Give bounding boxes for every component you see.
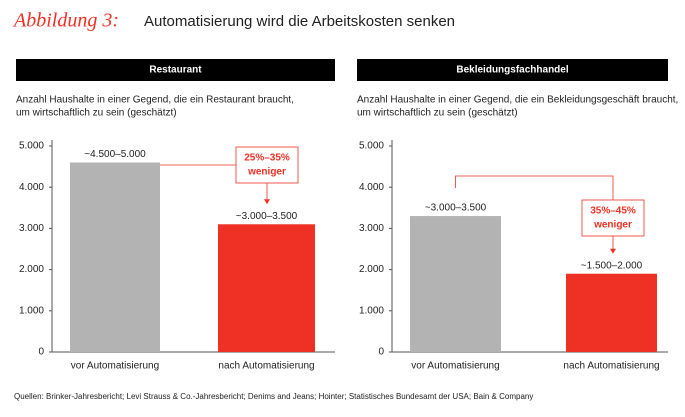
source: Quellen: Brinker-Jahresbericht; Levi Str… bbox=[14, 392, 533, 401]
bar bbox=[410, 216, 501, 352]
y-tick-label: 3.000 bbox=[19, 223, 44, 234]
x-tick-label: nach Automatisierung bbox=[563, 361, 659, 372]
figure-label: Abbildung 3: bbox=[12, 10, 119, 32]
panel-subtitle: um wirtschaftlich zu sein (geschätzt) bbox=[357, 108, 518, 119]
x-tick-label: nach Automatisierung bbox=[218, 361, 314, 372]
y-tick-label: 4.000 bbox=[19, 182, 44, 193]
panel-title: Restaurant bbox=[149, 65, 202, 76]
y-tick-label: 3.000 bbox=[359, 223, 384, 234]
y-tick-label: 5.000 bbox=[19, 141, 44, 152]
panel-subtitle: Anzahl Haushalte in einer Gegend, die ei… bbox=[357, 95, 678, 106]
y-tick-label: 5.000 bbox=[359, 141, 384, 152]
y-tick-label: 2.000 bbox=[359, 264, 384, 275]
figure-title: Automatisierung wird die Arbeitskosten s… bbox=[144, 13, 455, 30]
value-label: ~3.000–3.500 bbox=[236, 211, 298, 222]
panel-subtitle: Anzahl Haushalte in einer Gegend, die ei… bbox=[16, 95, 294, 106]
panel-title: Bekleidungsfachhandel bbox=[456, 65, 568, 76]
arrow-head bbox=[264, 199, 270, 205]
y-tick-label: 1.000 bbox=[359, 305, 384, 316]
bar bbox=[218, 224, 315, 352]
panel-header bbox=[16, 59, 335, 81]
annotation: weniger bbox=[593, 220, 632, 231]
y-tick-label: 0 bbox=[38, 347, 44, 358]
y-tick-label: 4.000 bbox=[359, 182, 384, 193]
panel-subtitle: um wirtschaftlich zu sein (geschätzt) bbox=[16, 108, 177, 119]
connector bbox=[455, 175, 614, 200]
annotation-box bbox=[581, 199, 645, 237]
y-tick-label: 0 bbox=[378, 347, 384, 358]
annotation-box bbox=[235, 146, 299, 184]
annotation: 25%–35% bbox=[244, 153, 290, 164]
value-label: ~1.500–2.000 bbox=[581, 260, 643, 271]
x-tick-label: vor Automatisierung bbox=[411, 361, 499, 372]
bar bbox=[70, 162, 160, 352]
bar bbox=[566, 273, 657, 352]
panel-header bbox=[357, 59, 668, 81]
y-tick-label: 2.000 bbox=[19, 264, 44, 275]
value-label: ~3.000–3.500 bbox=[425, 203, 487, 214]
x-tick-label: vor Automatisierung bbox=[71, 361, 159, 372]
annotation: 35%–45% bbox=[590, 206, 636, 217]
annotation: weniger bbox=[247, 167, 286, 178]
value-label: ~4.500–5.000 bbox=[84, 149, 146, 160]
y-tick-label: 1.000 bbox=[19, 305, 44, 316]
arrow-head bbox=[610, 248, 616, 254]
